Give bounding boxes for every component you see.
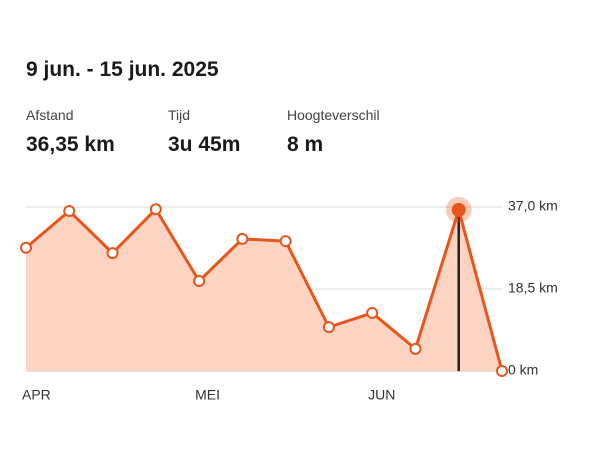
point[interactable] [322,321,335,334]
point[interactable] [106,247,119,260]
week-title: 9 jun. - 15 jun. 2025 [26,58,219,81]
stat-value: 8 m [287,133,324,156]
point[interactable] [451,202,466,217]
point[interactable] [193,275,206,288]
x-tick-label: APR [22,387,51,403]
point[interactable] [409,342,422,355]
y-tick-label: 18,5 km [508,280,558,296]
point[interactable] [236,232,249,245]
point[interactable] [279,235,292,248]
point[interactable] [20,241,32,254]
stat-label: Tijd [168,107,191,123]
point[interactable] [63,204,76,217]
stat-value: 3u 45m [168,133,241,156]
point[interactable] [149,203,162,216]
stat-label: Hoogteverschil [287,107,380,123]
point[interactable] [496,365,508,377]
stat-label: Afstand [26,107,74,123]
stat-value: 36,35 km [26,133,115,156]
y-tick-label: 0 km [508,362,538,378]
stat: Tijd 3u 45m [168,107,240,157]
stat: Hoogteverschil 8 m [287,107,380,157]
stat: Afstand 36,35 km [26,107,115,157]
point[interactable] [366,306,379,319]
line [25,207,504,372]
y-tick-label: 37,0 km [508,198,558,214]
area [26,209,502,371]
x-tick-label: MEI [195,387,220,403]
x-tick-label: JUN [368,387,395,403]
